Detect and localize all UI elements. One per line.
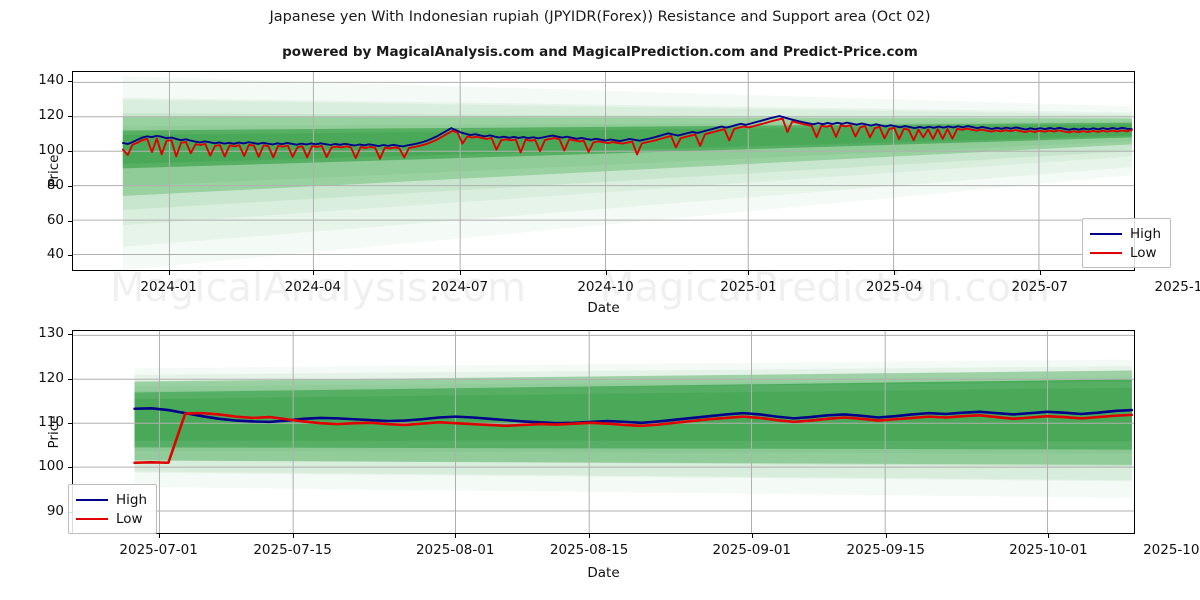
series-line-low: [133, 411, 1134, 465]
y-axis-tick-mark: [68, 378, 72, 380]
legend-entry-high: High: [76, 490, 147, 509]
overview-y-axis-label: Price: [46, 154, 62, 188]
y-axis-tick-label: 40: [46, 246, 64, 263]
y-axis-tick-mark: [68, 334, 72, 336]
legend-entry-high: High: [1090, 224, 1161, 243]
detail-x-axis-label: Date: [587, 565, 620, 581]
overview-chart-canvas: [73, 72, 1134, 270]
x-axis-tick-label: 2025-09-01: [712, 542, 792, 558]
y-axis-tick-label: 100: [38, 458, 64, 475]
y-axis-tick-mark: [68, 116, 72, 118]
legend-swatch-high-line: [1090, 232, 1122, 235]
x-axis-tick-mark: [455, 534, 457, 538]
resistance-support-band-feather: [122, 124, 1132, 164]
legend-label-high: High: [1130, 225, 1162, 242]
series-line-low: [121, 117, 1133, 160]
x-axis-tick-label: 2025-07-15: [253, 542, 332, 558]
x-axis-tick-mark: [894, 271, 896, 275]
y-axis-tick-mark: [68, 220, 72, 222]
x-axis-tick-label: 2024-10: [577, 279, 634, 295]
x-axis-tick-label: 2025-10: [1154, 279, 1200, 295]
legend-label-low: Low: [1130, 244, 1157, 261]
legend-swatch-low-line: [1090, 251, 1122, 254]
x-axis-tick-mark: [459, 271, 461, 275]
resistance-support-band-core: [134, 379, 1132, 450]
legend-entry-low: Low: [1090, 243, 1161, 262]
y-axis-tick-label: 110: [38, 414, 64, 431]
y-axis-tick-mark: [68, 81, 72, 83]
x-axis-tick-label: 2025-08-15: [549, 542, 629, 558]
y-axis-tick-mark: [68, 151, 72, 152]
x-axis-tick-label: 2025-10-01: [1009, 542, 1088, 558]
y-axis-tick-mark: [68, 255, 72, 257]
resistance-support-band-feather: [122, 121, 1132, 187]
x-axis-tick-mark: [1048, 534, 1050, 538]
y-axis-tick-label: 140: [38, 72, 64, 89]
detail-y-axis-label: Price: [46, 415, 62, 449]
x-axis-tick-label: 2025-08-01: [415, 542, 495, 558]
x-axis-tick-mark: [1039, 271, 1041, 275]
y-axis-tick-mark: [68, 185, 72, 187]
x-axis-tick-label: 2025-07-01: [119, 542, 198, 558]
legend-entry-low: Low: [76, 509, 147, 528]
resistance-support-band-feather: [134, 387, 1132, 442]
x-axis-tick-label: 2025-10-15: [1143, 542, 1200, 558]
page-title: Japanese yen With Indonesian rupiah (JPY…: [269, 9, 931, 25]
x-axis-tick-mark: [312, 271, 314, 275]
x-axis-tick-mark: [158, 534, 160, 538]
x-axis-tick-mark: [605, 271, 607, 275]
x-axis-tick-label: 2025-01: [720, 279, 777, 295]
series-line-high: [121, 115, 1133, 148]
x-axis-tick-label: 2024-04: [284, 279, 342, 295]
x-axis-tick-mark: [168, 271, 170, 275]
y-axis-tick-label: 80: [46, 176, 64, 193]
x-axis-tick-label: 2024-01: [140, 279, 197, 295]
x-axis-tick-mark: [748, 271, 750, 275]
y-axis-tick-label: 120: [38, 107, 64, 124]
overview-x-axis-label: Date: [587, 300, 620, 316]
y-axis-tick-mark: [68, 423, 72, 425]
y-axis-tick-label: 130: [38, 325, 64, 342]
legend-label-low: Low: [116, 510, 143, 527]
y-axis-tick-label: 60: [46, 211, 64, 228]
x-axis-tick-label: 2024-07: [431, 279, 489, 295]
legend-label-high: High: [116, 491, 148, 508]
y-axis-tick-label: 90: [46, 502, 64, 519]
x-axis-tick-mark: [751, 534, 753, 538]
detail-legend: High Low: [68, 484, 158, 534]
x-axis-tick-mark: [292, 534, 294, 538]
resistance-support-band-feather: [134, 376, 1132, 482]
x-axis-tick-mark: [589, 534, 591, 538]
resistance-support-band-core: [122, 122, 1132, 169]
y-axis-tick-label: 120: [38, 369, 64, 386]
x-axis-tick-label: 2025-09-15: [846, 542, 925, 558]
legend-swatch-high-line: [76, 498, 108, 501]
detail-plot-area: [72, 330, 1135, 534]
series-line-high: [133, 406, 1134, 425]
resistance-support-band-feather: [122, 99, 1132, 247]
detail-chart-canvas: [73, 331, 1134, 533]
x-axis-tick-label: 2025-07: [1011, 279, 1068, 295]
resistance-support-band-feather: [134, 381, 1132, 454]
x-axis-tick-label: 2025-04: [865, 279, 923, 295]
legend-swatch-low-line: [76, 517, 108, 520]
overview-legend: High Low: [1082, 218, 1172, 268]
y-axis-tick-label: 100: [38, 142, 64, 158]
x-axis-tick-mark: [885, 534, 887, 538]
page-subtitle: powered by MagicalAnalysis.com and Magic…: [282, 44, 918, 60]
overview-plot-area: [72, 71, 1135, 271]
y-axis-tick-mark: [68, 467, 72, 469]
